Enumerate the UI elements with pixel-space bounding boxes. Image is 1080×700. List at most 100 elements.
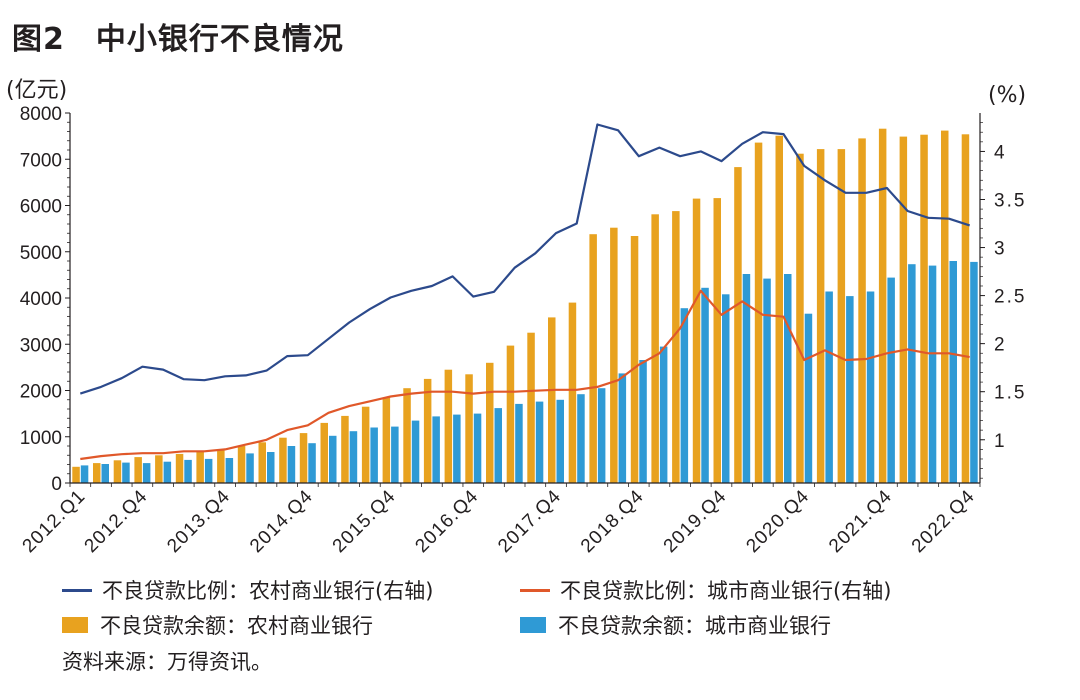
bar-rural-balance [941, 130, 949, 483]
bar-city-balance [804, 313, 813, 483]
bar-city-balance [370, 427, 378, 483]
source-note: 资料来源：万得资讯。 [62, 650, 272, 674]
bar-city-balance [184, 459, 192, 483]
bar-rural-balance [175, 453, 184, 483]
bar-city-balance [411, 420, 420, 483]
bar-city-balance [329, 435, 337, 483]
bar-city-balance [639, 360, 647, 483]
bar-rural-balance [113, 460, 122, 483]
bar-city-balance [432, 416, 440, 483]
x-axis-tick-label: 2018.Q4 [577, 486, 648, 557]
left-axis-tick-label: 1000 [20, 428, 62, 449]
x-axis-tick-label: 2022.Q4 [908, 486, 979, 557]
bar-rural-balance [775, 135, 783, 483]
bar-rural-balance [816, 149, 825, 483]
x-axis-tick-label: 2014.Q4 [246, 486, 317, 557]
bar-city-balance [80, 465, 89, 483]
bar-city-balance [349, 431, 358, 483]
bar-city-balance [494, 408, 502, 483]
bar-city-balance [577, 394, 585, 483]
bar-rural-balance [341, 415, 349, 483]
bar-rural-balance [93, 463, 101, 483]
x-axis-tick-label: 2013.Q4 [163, 486, 234, 557]
bar-rural-balance [548, 317, 556, 483]
bar-rural-balance [527, 332, 535, 483]
bar-rural-balance [796, 153, 804, 483]
x-axis-tick-label: 2019.Q4 [660, 486, 731, 557]
bar-rural-balance [361, 406, 370, 483]
bar-city-balance [763, 278, 771, 483]
right-axis-tick-label: 2 [994, 335, 1007, 356]
bar-rural-balance [858, 138, 866, 483]
bar-rural-balance [279, 437, 287, 483]
left-axis-tick-label: 2000 [20, 382, 62, 403]
bar-rural-balance [382, 397, 391, 483]
right-axis-tick-label: 1.5 [994, 383, 1026, 404]
bar-city-balance [267, 452, 275, 483]
bar-city-balance [163, 461, 172, 483]
left-axis-tick-label: 0 [51, 474, 62, 495]
bar-city-balance [515, 403, 523, 483]
left-axis-tick-label: 3000 [20, 335, 62, 356]
bar-rural-balance [320, 422, 328, 483]
bar-city-balance [618, 373, 627, 483]
x-axis-tick-label: 2020.Q4 [742, 486, 813, 557]
plot-area: 0 1000 2000 3000 4000 5000 6000 7000 8000 1 1.5 2 2.… [19, 104, 1026, 557]
bar-city-balance [101, 464, 109, 483]
bar-city-balance [246, 453, 254, 483]
bar-rural-balance [589, 234, 597, 483]
bar-city-balance [949, 261, 957, 483]
left-axis-unit: (亿元) [6, 78, 67, 103]
bar-rural-balance [237, 446, 246, 483]
bar-city-balance [846, 296, 854, 483]
right-axis-tick-label: 3.5 [994, 190, 1026, 211]
x-axis-tick-label: 2017.Q4 [494, 486, 565, 557]
right-axis-tick-label: 4 [994, 142, 1007, 163]
bar-rural-balance [734, 167, 742, 483]
left-axis-tick-label: 7000 [20, 150, 62, 171]
left-axis-tick-label: 6000 [20, 197, 62, 218]
bar-city-balance [391, 426, 399, 483]
bar-city-balance [908, 264, 916, 483]
bar-city-balance [825, 291, 833, 483]
right-axis-tick-label: 3 [994, 239, 1007, 260]
bar-rural-balance [423, 378, 432, 483]
line-rural-ratio [79, 123, 971, 395]
bar-rural-balance [568, 302, 577, 483]
bar-rural-balance [299, 433, 308, 483]
x-axis-tick-label: 2016.Q4 [411, 486, 482, 557]
bar-rural-balance [920, 134, 928, 483]
right-axis-tick-label: 2.5 [994, 287, 1026, 308]
bar-city-balance [308, 443, 316, 483]
bar-rural-balance [672, 211, 680, 483]
x-axis-tick-label: 2012.Q1 [19, 486, 90, 557]
x-axis-tick-label: 2015.Q4 [329, 486, 400, 557]
bar-city-balance [722, 294, 730, 483]
bar-rural-balance [961, 134, 970, 484]
bar-city-balance [473, 413, 482, 483]
bar-rural-balance [403, 388, 411, 483]
bar-rural-balance [72, 466, 80, 483]
bar-city-balance [928, 265, 937, 483]
bar-rural-balance [692, 198, 701, 483]
bar-rural-balance [651, 214, 659, 484]
bar-city-balance [535, 401, 544, 483]
bar-rural-balance [713, 198, 721, 483]
bar-rural-balance [134, 457, 142, 483]
bar-city-balance [556, 399, 564, 484]
bar-rural-balance [155, 455, 163, 484]
bar-rural-balance [258, 442, 266, 483]
bar-rural-balance [506, 345, 515, 483]
bar-rural-balance [486, 362, 494, 484]
bar-rural-balance [196, 452, 204, 483]
bar-city-balance [680, 308, 689, 483]
bar-city-balance [453, 414, 461, 483]
page-title: 图2 中小银行不良情况 [12, 22, 344, 57]
bar-rural-balance [444, 369, 453, 483]
left-axis-tick-label: 5000 [20, 243, 62, 264]
x-axis-tick-label: 2021.Q4 [825, 486, 896, 557]
bar-city-balance [142, 463, 151, 483]
bar-city-balance [887, 277, 895, 483]
bar-city-balance [225, 458, 234, 483]
bar-city-balance [287, 446, 296, 483]
